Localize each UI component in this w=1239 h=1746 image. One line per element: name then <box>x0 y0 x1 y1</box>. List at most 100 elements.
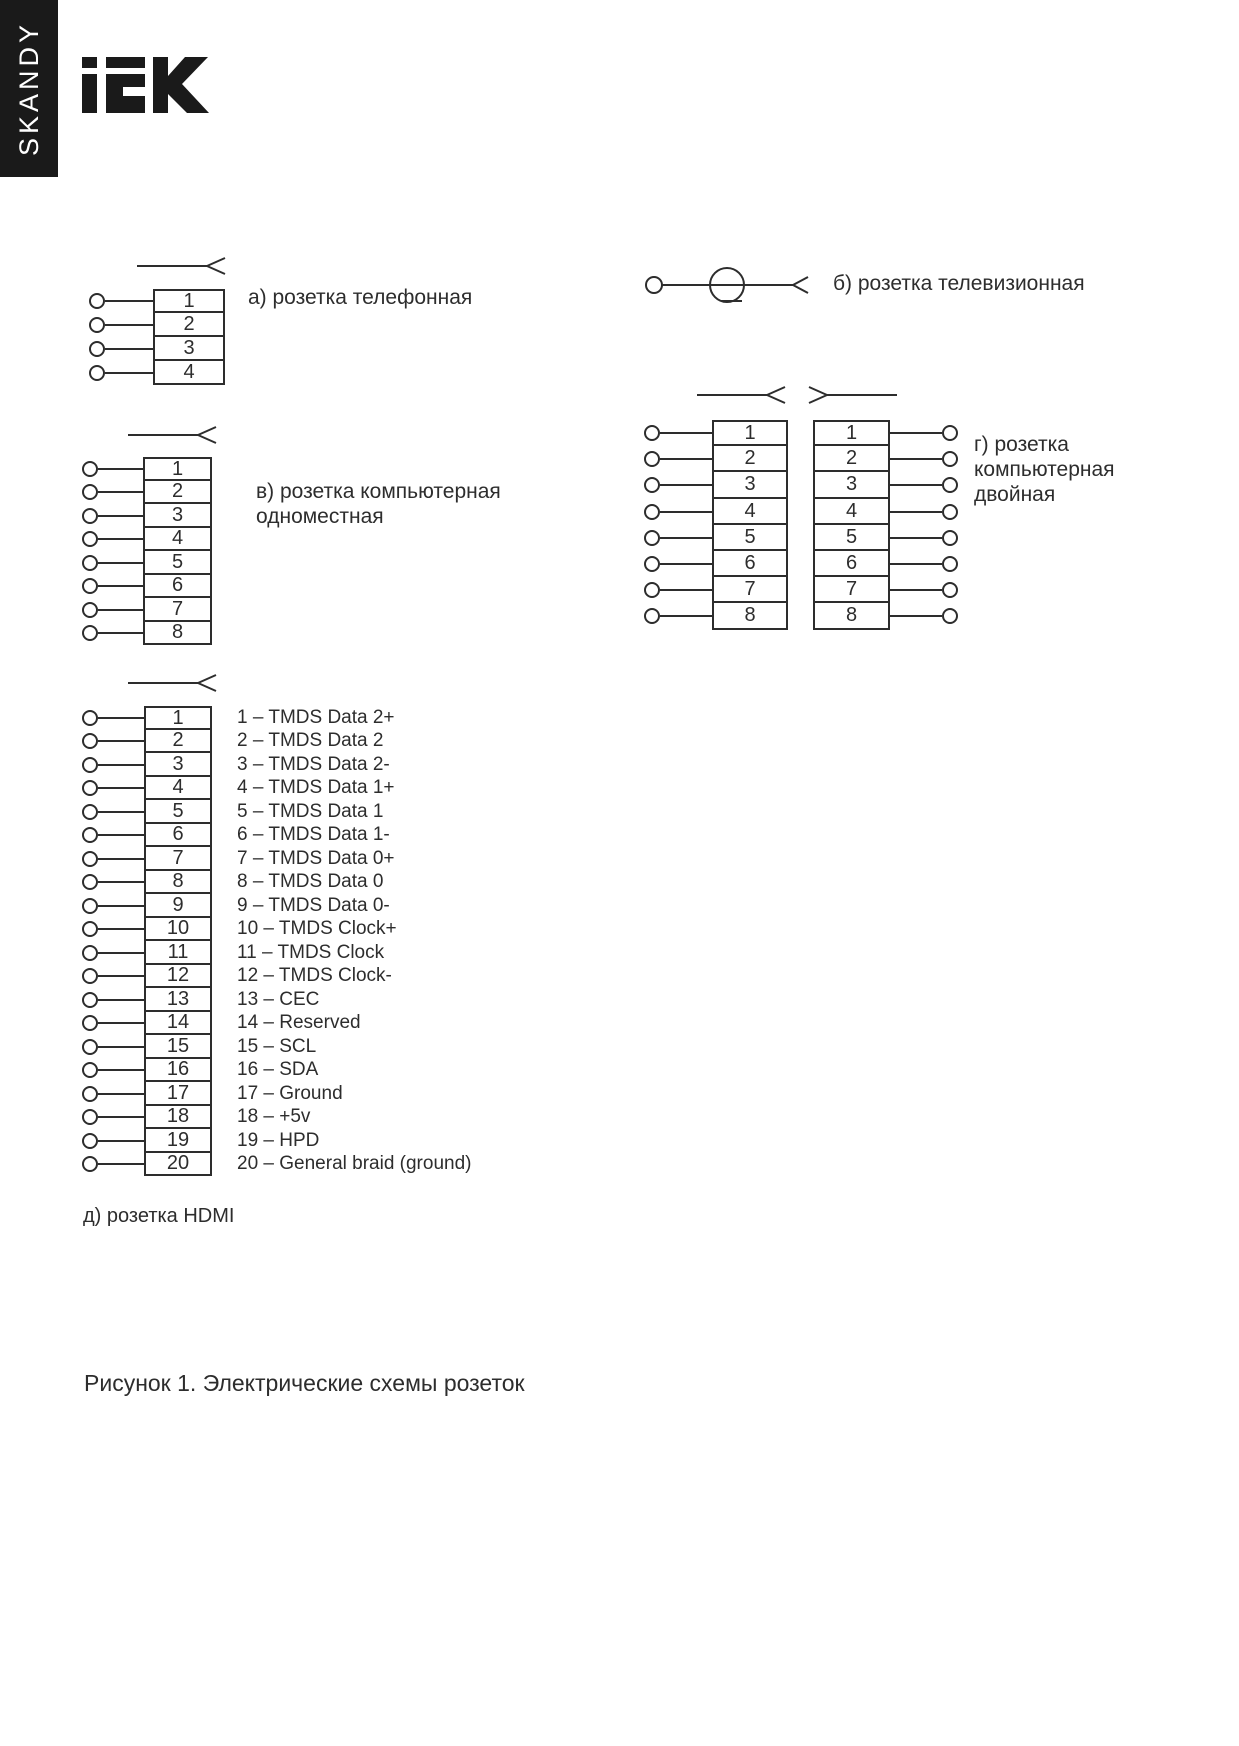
pin-number-cell: 3 <box>143 504 212 528</box>
label-line: двойная <box>974 483 1056 506</box>
wire-line <box>105 348 153 350</box>
pin-signal-label: 8 – TMDS Data 0 <box>237 871 384 893</box>
pin-number-cell: 4 <box>153 361 225 385</box>
pin-row: 3 <box>813 472 958 499</box>
pin-row: 2 <box>644 446 788 473</box>
pin-number-cell: 8 <box>143 621 212 645</box>
label-line: одноместная <box>256 505 384 528</box>
pin-rows: 1 2 3 4 5 6 <box>82 457 212 645</box>
pin-row: 12 12 – TMDS Clock- <box>82 964 471 988</box>
terminal-circle-icon <box>942 425 958 442</box>
wire-line <box>660 432 712 435</box>
wire-line <box>660 458 712 461</box>
terminal-circle-icon <box>942 503 958 520</box>
pin-row: 20 20 – General braid (ground) <box>82 1152 471 1176</box>
plug-arrow-icon <box>136 255 228 277</box>
pin-number-cell: 18 <box>144 1105 212 1129</box>
pin-number-cell: 6 <box>712 550 788 578</box>
wire-line <box>890 484 942 487</box>
wire-line <box>890 510 942 513</box>
pin-row: 2 <box>82 480 212 504</box>
pin-number-cell: 7 <box>813 577 890 604</box>
label-line: в) розетка компьютерная <box>256 480 501 503</box>
terminal-circle-icon <box>82 1085 98 1102</box>
pin-row: 8 <box>813 603 958 630</box>
pin-number-cell: 14 <box>144 1011 212 1035</box>
pin-number-cell: 7 <box>144 847 212 871</box>
wire-line <box>98 467 143 470</box>
pin-row: 3 <box>644 472 788 499</box>
wire-line <box>98 834 144 837</box>
wire-line <box>105 372 153 374</box>
pin-rows: 1 2 3 4 5 6 <box>813 420 958 630</box>
terminal-circle-icon <box>82 850 98 867</box>
pin-row: 15 15 – SCL <box>82 1035 471 1059</box>
wire-line <box>98 1092 144 1095</box>
terminal-circle-icon <box>644 556 660 573</box>
pin-row: 1 <box>89 289 225 313</box>
terminal-circle-icon <box>82 733 98 750</box>
pin-row: 6 <box>644 550 788 578</box>
terminal-circle-icon <box>82 1109 98 1126</box>
terminal-circle-icon <box>82 709 98 726</box>
computer-socket-single-diagram: 1 2 3 4 5 6 <box>82 457 212 645</box>
pin-row: 9 9 – TMDS Data 0- <box>82 894 471 918</box>
terminal-circle-icon <box>942 451 958 468</box>
pin-number-cell: 3 <box>144 753 212 777</box>
wire-line <box>98 1045 144 1048</box>
terminal-circle-icon <box>82 1038 98 1055</box>
wire-line <box>98 561 143 564</box>
pin-number-cell: 2 <box>144 729 212 753</box>
terminal-circle-icon <box>82 1156 98 1173</box>
pin-row: 5 <box>813 524 958 551</box>
terminal-circle-icon <box>942 608 958 625</box>
figure-caption: Рисунок 1. Электрические схемы розеток <box>84 1370 525 1396</box>
pin-row: 4 <box>644 498 788 525</box>
pin-number-cell: 13 <box>144 988 212 1012</box>
terminal-circle-icon <box>82 874 98 891</box>
label-hdmi-socket: д) розетка HDMI <box>83 1205 235 1227</box>
terminal-circle-icon <box>82 507 98 524</box>
pin-number-cell: 6 <box>143 574 212 598</box>
pin-signal-label: 1 – TMDS Data 2+ <box>237 706 395 728</box>
pin-row: 6 <box>82 574 212 598</box>
brand-sidebar-label: SKANDY <box>13 20 44 157</box>
pin-signal-label: 18 – +5v <box>237 1106 311 1128</box>
terminal-circle-icon <box>89 365 105 381</box>
pin-number-cell: 7 <box>712 577 788 604</box>
pin-signal-label: 14 – Reserved <box>237 1012 361 1034</box>
pin-number-cell: 7 <box>143 598 212 622</box>
pin-number-cell: 6 <box>144 823 212 847</box>
pin-row: 19 19 – HPD <box>82 1129 471 1153</box>
wire-line <box>98 763 144 766</box>
label-telephone-socket: а) розетка телефонная <box>248 286 473 309</box>
terminal-circle-icon <box>82 897 98 914</box>
pin-rows: 1 2 3 4 <box>89 289 225 385</box>
pin-number-cell: 20 <box>144 1152 212 1176</box>
plug-arrow-icon-mirrored <box>806 384 898 406</box>
pin-row: 3 <box>89 337 225 361</box>
pin-number-cell: 9 <box>144 894 212 918</box>
wire-line <box>98 608 143 611</box>
wire-line <box>98 975 144 978</box>
pin-row: 14 14 – Reserved <box>82 1011 471 1035</box>
pin-row: 11 11 – TMDS Clock <box>82 941 471 965</box>
terminal-circle-icon <box>82 803 98 820</box>
wire-line <box>890 589 942 592</box>
wire-line <box>890 563 942 566</box>
pin-signal-label: 5 – TMDS Data 1 <box>237 800 384 822</box>
terminal-circle-icon <box>89 317 105 333</box>
wire-line <box>660 563 712 566</box>
pin-number-cell: 4 <box>712 498 788 525</box>
wire-line <box>98 1116 144 1119</box>
pin-row: 6 6 – TMDS Data 1- <box>82 823 471 847</box>
pin-number-cell: 4 <box>143 527 212 551</box>
pin-signal-label: 19 – HPD <box>237 1129 320 1151</box>
label-computer-socket-double: г) розетка компьютерная двойная <box>974 432 1115 507</box>
wire-line <box>660 510 712 513</box>
pin-number-cell: 8 <box>144 870 212 894</box>
terminal-circle-icon <box>942 556 958 573</box>
wire-line <box>98 928 144 931</box>
pin-row: 4 <box>82 527 212 551</box>
wire-line <box>98 787 144 790</box>
